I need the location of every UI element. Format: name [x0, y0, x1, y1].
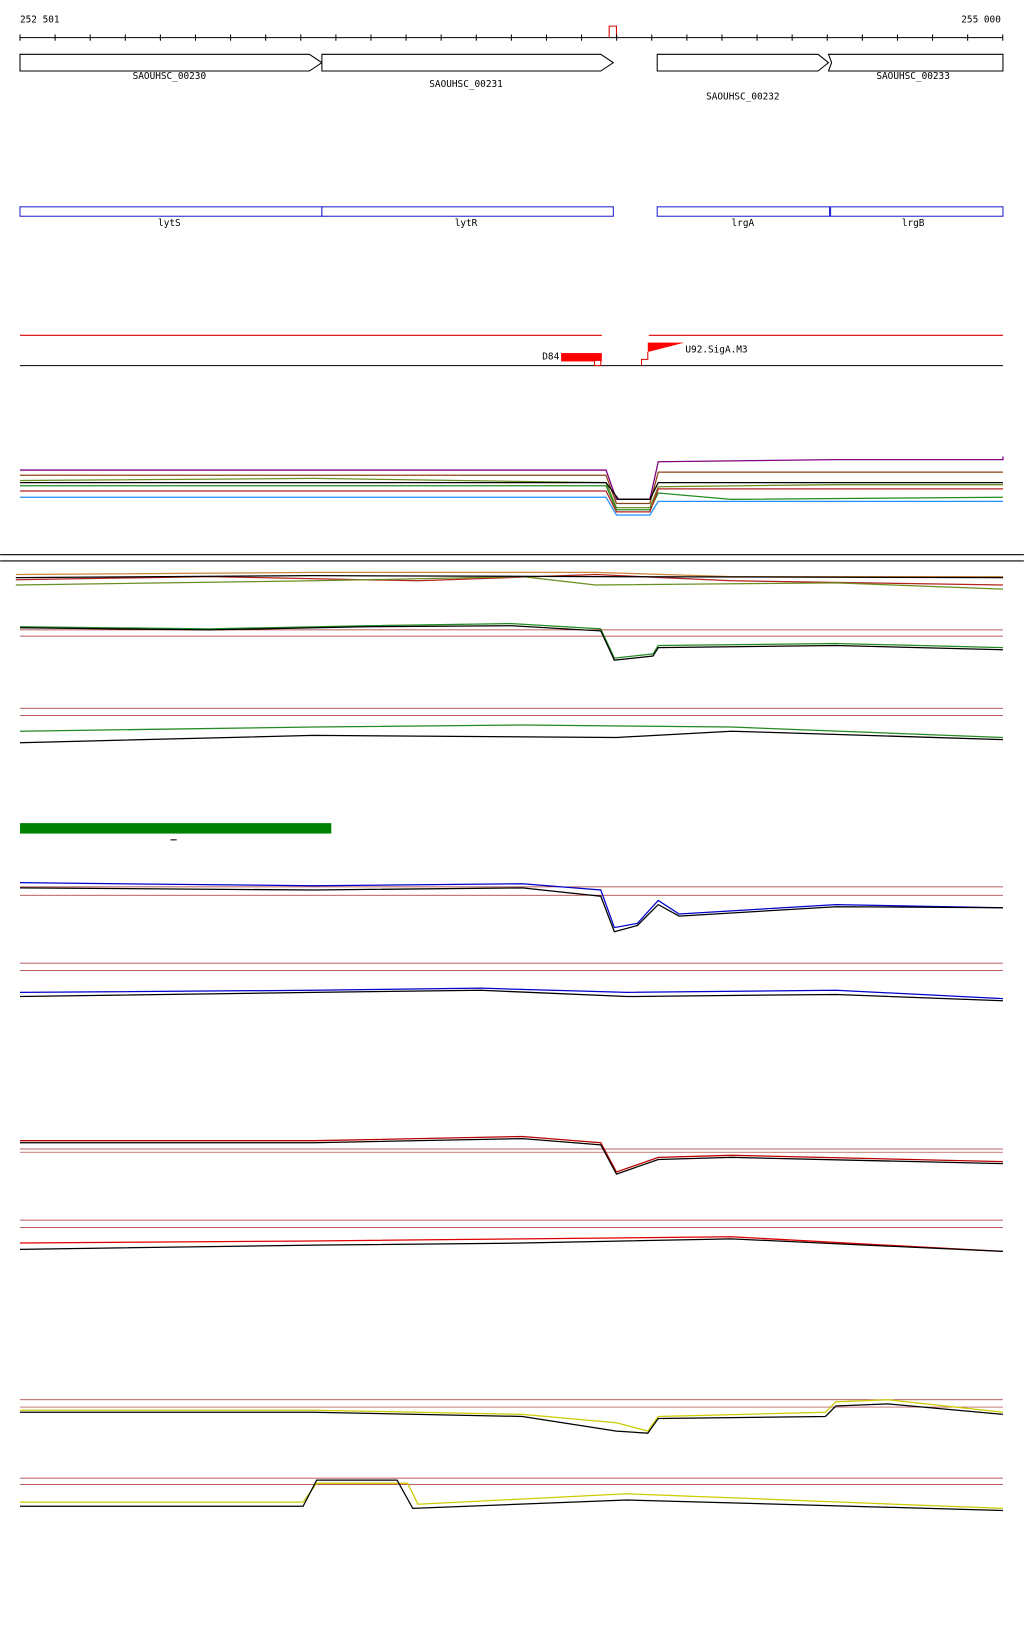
gene-label: SAOUHSC_00232 [706, 92, 780, 103]
ruler: 252 501 255 000 [19, 14, 1003, 39]
gene-arrow [321, 53, 615, 72]
feature-label: D84 [542, 352, 559, 363]
gene-label: SAOUHSC_00231 [429, 79, 503, 90]
ruler-marker [608, 25, 617, 38]
gene-arrow [827, 53, 1004, 72]
feature-label: U92.SigA.M3 [685, 344, 747, 355]
ruler-ticks [19, 34, 1004, 41]
feature-triangle [647, 342, 685, 353]
name-label: lrgB [902, 218, 925, 229]
name-box [321, 206, 614, 217]
name-label: lytS [158, 218, 181, 229]
green-bar [20, 823, 332, 834]
name-label: lrgA [732, 218, 755, 229]
ruler-end: 255 000 [961, 14, 1001, 25]
name-box [656, 206, 831, 217]
name-box [830, 206, 1004, 217]
gene-label: SAOUHSC_00233 [876, 71, 950, 82]
name-box [19, 206, 323, 217]
genes [19, 53, 1004, 72]
gene-arrow [656, 53, 830, 72]
traces [0, 456, 1024, 1512]
name-label: lytR [455, 218, 478, 229]
gene-arrow [19, 53, 323, 72]
gene-label: SAOUHSC_00230 [133, 71, 207, 82]
feature-box [561, 353, 602, 362]
name-boxes [19, 206, 1004, 217]
ruler-start: 252 501 [20, 14, 60, 25]
features: D84 U92.SigA.M3 [19, 334, 1003, 367]
